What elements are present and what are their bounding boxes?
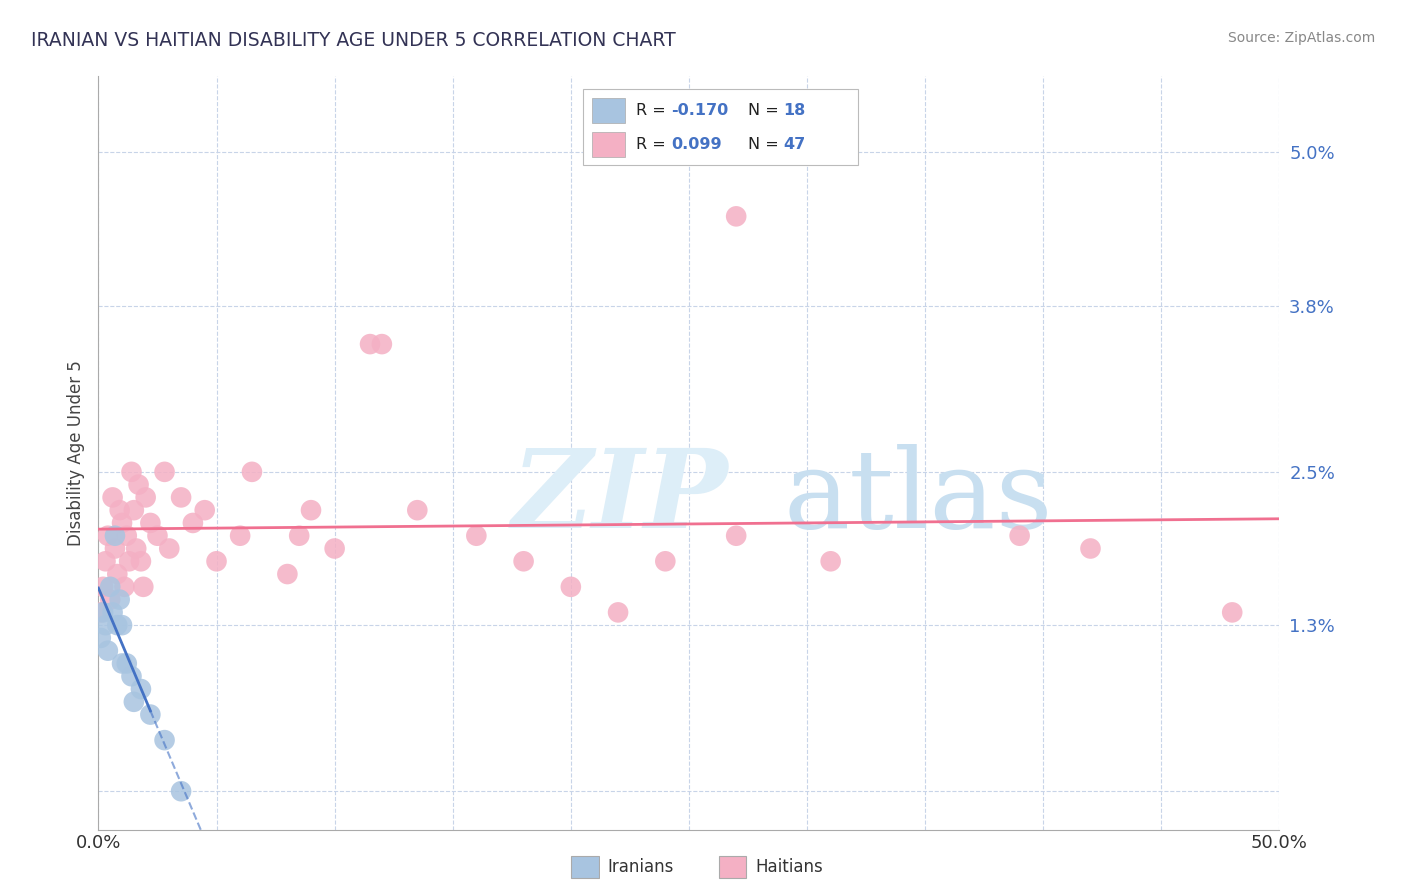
FancyBboxPatch shape xyxy=(583,89,858,165)
Point xyxy=(115,657,138,671)
Point xyxy=(512,554,534,568)
Point xyxy=(91,580,114,594)
Point xyxy=(157,541,180,556)
Point xyxy=(820,554,842,568)
Point xyxy=(1220,606,1243,620)
Text: N =: N = xyxy=(748,103,785,118)
Point xyxy=(181,516,204,530)
Point xyxy=(122,503,145,517)
Point xyxy=(118,554,141,568)
Point xyxy=(194,503,217,517)
Point xyxy=(98,592,121,607)
Text: Haitians: Haitians xyxy=(755,858,823,876)
Point xyxy=(98,580,121,594)
Point xyxy=(129,554,152,568)
Point xyxy=(725,529,748,543)
Y-axis label: Disability Age Under 5: Disability Age Under 5 xyxy=(66,359,84,546)
Bar xyxy=(571,856,599,878)
Point xyxy=(371,337,394,351)
Point xyxy=(288,529,311,543)
Point xyxy=(607,606,630,620)
Point xyxy=(153,733,176,747)
Point xyxy=(111,657,134,671)
Point xyxy=(101,491,124,505)
Point xyxy=(1080,541,1102,556)
Point xyxy=(359,337,381,351)
Text: R =: R = xyxy=(636,136,671,152)
FancyBboxPatch shape xyxy=(592,97,624,122)
Point xyxy=(105,618,128,632)
Text: Source: ZipAtlas.com: Source: ZipAtlas.com xyxy=(1227,31,1375,45)
Point xyxy=(112,580,135,594)
Point xyxy=(229,529,252,543)
Point xyxy=(111,516,134,530)
Text: -0.170: -0.170 xyxy=(671,103,728,118)
Point xyxy=(725,210,748,224)
Point xyxy=(94,554,117,568)
Point xyxy=(1008,529,1031,543)
Point xyxy=(128,477,150,491)
Point xyxy=(104,529,127,543)
Text: 0.099: 0.099 xyxy=(671,136,721,152)
Point xyxy=(323,541,346,556)
Point xyxy=(108,592,131,607)
Point xyxy=(139,707,162,722)
Point xyxy=(205,554,228,568)
Point xyxy=(90,631,112,645)
Point xyxy=(97,529,120,543)
Bar xyxy=(718,856,747,878)
Point xyxy=(240,465,263,479)
Point xyxy=(125,541,148,556)
Point xyxy=(153,465,176,479)
Text: R =: R = xyxy=(636,103,671,118)
Point xyxy=(105,567,128,582)
Point xyxy=(104,541,127,556)
Point xyxy=(139,516,162,530)
Point xyxy=(560,580,582,594)
FancyBboxPatch shape xyxy=(592,132,624,158)
Point xyxy=(406,503,429,517)
Text: 47: 47 xyxy=(783,136,806,152)
Text: IRANIAN VS HAITIAN DISABILITY AGE UNDER 5 CORRELATION CHART: IRANIAN VS HAITIAN DISABILITY AGE UNDER … xyxy=(31,31,676,50)
Point xyxy=(121,669,143,683)
Text: ZIP: ZIP xyxy=(512,444,728,551)
Point xyxy=(146,529,169,543)
Point xyxy=(170,491,193,505)
Text: atlas: atlas xyxy=(783,444,1053,551)
Point xyxy=(97,643,120,657)
Point xyxy=(135,491,157,505)
Point xyxy=(91,606,114,620)
Point xyxy=(122,695,145,709)
Text: Iranians: Iranians xyxy=(607,858,673,876)
Point xyxy=(299,503,322,517)
Point xyxy=(108,503,131,517)
Point xyxy=(276,567,298,582)
Point xyxy=(90,606,112,620)
Text: 18: 18 xyxy=(783,103,806,118)
Point xyxy=(94,618,117,632)
Point xyxy=(465,529,488,543)
Point xyxy=(121,465,143,479)
Text: N =: N = xyxy=(748,136,785,152)
Point xyxy=(111,618,134,632)
Point xyxy=(115,529,138,543)
Point xyxy=(101,606,124,620)
Point xyxy=(132,580,155,594)
Point xyxy=(129,681,152,696)
Point xyxy=(654,554,676,568)
Point xyxy=(170,784,193,798)
